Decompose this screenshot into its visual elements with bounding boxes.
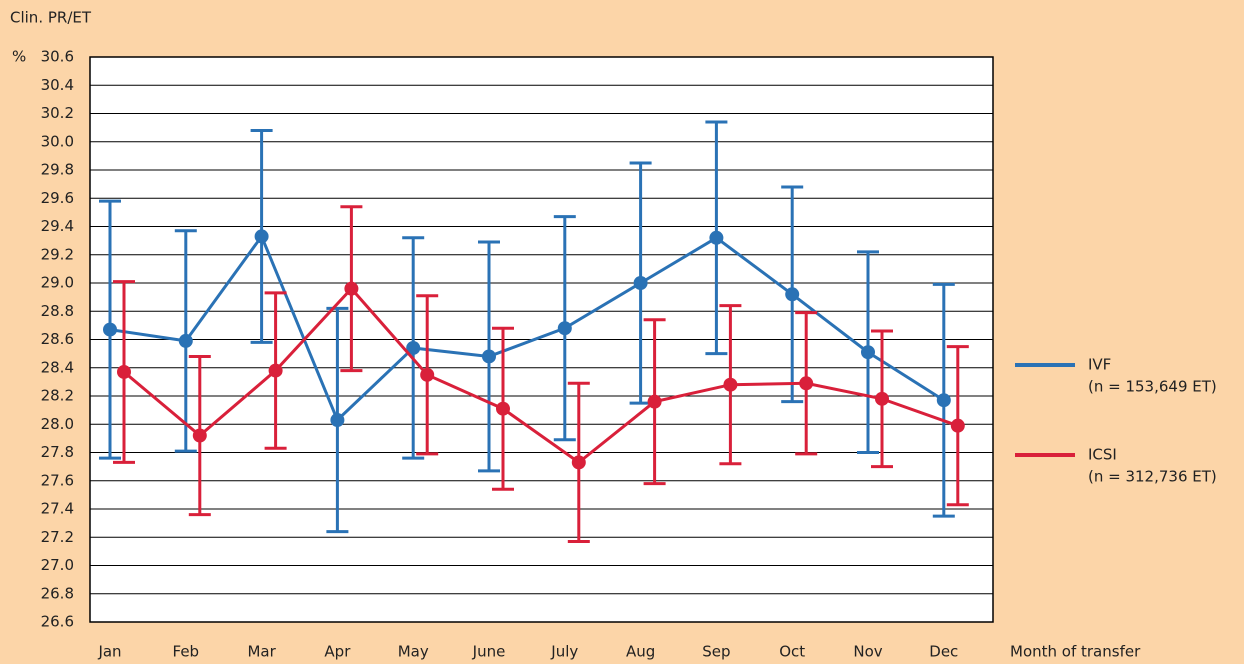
data-point (103, 322, 117, 337)
y-tick-label: 29.0 (41, 274, 74, 292)
x-axis-title: Month of transfer (1010, 643, 1141, 661)
data-point (875, 391, 889, 406)
data-point (420, 367, 435, 382)
data-point (330, 413, 345, 428)
y-tick-label: 26.8 (41, 584, 74, 602)
data-point (496, 401, 510, 416)
x-tick-label: Sep (702, 643, 730, 661)
data-point (344, 281, 359, 296)
x-tick-label: Dec (929, 643, 958, 661)
data-point (482, 349, 496, 364)
x-tick-label: Oct (779, 643, 805, 661)
y-tick-label: 26.6 (41, 613, 74, 631)
y-unit: % (12, 48, 26, 66)
y-tick-label: 28.4 (41, 358, 74, 376)
y-tick-label: 28.6 (41, 330, 74, 348)
data-point (633, 276, 648, 290)
x-tick-label: Apr (324, 643, 351, 661)
y-tick-label: 27.4 (41, 500, 74, 518)
y-tick-label: 28.0 (41, 415, 74, 433)
x-tick-label: May (398, 643, 429, 661)
data-point (785, 287, 800, 302)
series-line (123, 286, 959, 465)
data-point (799, 376, 814, 391)
data-point (192, 428, 207, 443)
data-point (557, 321, 572, 336)
data-point (936, 393, 951, 408)
x-tick-label: July (550, 643, 578, 661)
y-tick-label: 28.2 (41, 387, 74, 405)
data-point (268, 363, 283, 378)
x-tick-label: Nov (853, 643, 882, 661)
x-tick-label: June (472, 643, 506, 661)
data-point (117, 364, 131, 379)
y-tick-label: 27.6 (41, 471, 74, 489)
data-point (178, 333, 193, 348)
x-tick-label: Jan (97, 643, 121, 661)
series-line (109, 233, 945, 423)
data-point (950, 418, 965, 433)
y-tick-label: 27.2 (41, 528, 74, 546)
y-tick-label: 27.0 (41, 556, 74, 574)
data-point (571, 455, 586, 470)
legend-note: (n = 153,649 ET) (1088, 378, 1217, 396)
y-tick-label: 30.2 (41, 104, 74, 122)
data-point (406, 340, 421, 355)
x-tick-label: Feb (173, 643, 200, 661)
x-tick-label: Aug (626, 643, 655, 661)
data-point (723, 377, 738, 392)
data-point (861, 345, 875, 360)
y-axis-title: Clin. PR/ET (10, 9, 92, 27)
y-tick-label: 27.8 (41, 443, 74, 461)
legend-note: (n = 312,736 ET) (1088, 468, 1217, 486)
data-point (709, 230, 724, 245)
plot-border (89, 56, 994, 623)
x-tick-label: Mar (247, 643, 276, 661)
y-tick-label: 29.8 (41, 161, 74, 179)
y-tick-label: 29.4 (41, 217, 74, 235)
y-tick-label: 29.6 (41, 189, 74, 207)
data-point (647, 394, 662, 409)
y-tick-label: 29.2 (41, 245, 74, 263)
y-tick-label: 30.4 (41, 76, 74, 94)
y-tick-label: 30.6 (41, 48, 74, 66)
y-tick-label: 30.0 (41, 132, 74, 150)
legend-label: ICSI (1088, 446, 1117, 464)
legend-label: IVF (1088, 356, 1111, 374)
data-point (254, 229, 269, 244)
y-tick-label: 28.8 (41, 302, 74, 320)
